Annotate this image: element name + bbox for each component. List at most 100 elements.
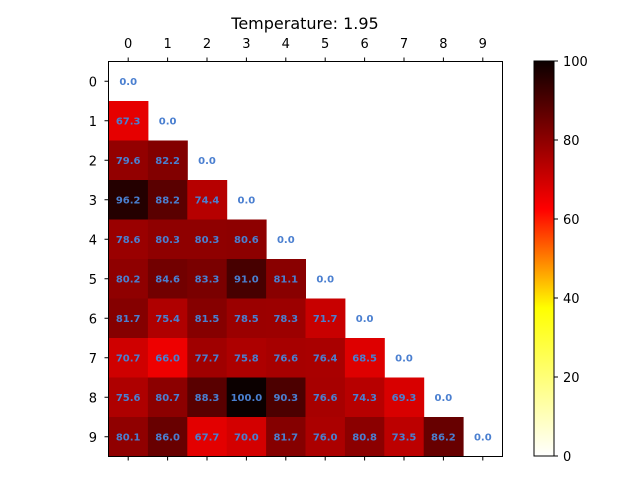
x-tick-label: 9	[479, 37, 487, 52]
x-tick-label: 4	[282, 37, 290, 52]
y-tick-label: 5	[89, 273, 97, 288]
plot-frame	[108, 61, 503, 457]
x-tick-label: 1	[163, 37, 171, 52]
cell-value-label: 71.7	[313, 314, 338, 325]
cell-value-label: 0.0	[198, 156, 216, 167]
cell-value-label: 81.7	[116, 314, 141, 325]
colorbar-tick-label: 60	[563, 213, 580, 228]
x-tick-label: 0	[124, 37, 132, 52]
cell-value-label: 80.3	[195, 235, 220, 246]
cell-value-label: 78.5	[234, 314, 259, 325]
cell-value-label: 70.7	[116, 353, 141, 364]
cell-value-label: 100.0	[231, 393, 263, 404]
heatmap-cell	[226, 417, 267, 457]
cell-value-label: 69.3	[392, 393, 417, 404]
cell-value-label: 76.4	[313, 353, 338, 364]
heatmap-cell	[226, 219, 267, 260]
heatmap-cell	[147, 259, 188, 299]
heatmap-cell	[108, 377, 149, 418]
y-tick-label: 3	[89, 194, 97, 209]
cell-value-label: 76.0	[313, 432, 338, 443]
heatmap-cell	[108, 101, 149, 141]
heatmap-cell	[108, 338, 149, 378]
heatmap-cell	[305, 298, 346, 339]
y-tick-label: 6	[89, 312, 97, 327]
cell-value-label: 80.2	[116, 274, 141, 285]
cell-value-label: 75.8	[234, 353, 259, 364]
heatmap-cell	[344, 338, 385, 378]
cell-value-label: 96.2	[116, 195, 141, 206]
heatmap-cell	[344, 377, 385, 418]
cell-value-label: 70.0	[234, 432, 259, 443]
cell-value-label: 90.3	[273, 393, 298, 404]
cell-value-label: 66.0	[155, 353, 180, 364]
heatmap-cell	[147, 377, 188, 418]
heatmap-cell	[266, 259, 306, 299]
heatmap-cell	[266, 338, 306, 378]
colorbar-tick-label: 0	[563, 450, 571, 465]
cell-value-label: 83.3	[195, 274, 220, 285]
heatmap-cell	[147, 298, 188, 339]
cell-value-label: 76.6	[273, 353, 298, 364]
heatmap-cell	[108, 417, 149, 457]
cell-value-label: 77.7	[195, 353, 220, 364]
colorbar-tick-label: 40	[563, 292, 580, 307]
x-tick-label: 7	[400, 37, 408, 52]
cell-value-label: 82.2	[155, 156, 180, 167]
x-tick-label: 5	[321, 37, 329, 52]
heatmap-cell	[147, 140, 188, 181]
heatmap-cell	[108, 259, 149, 299]
x-tick-label: 3	[242, 37, 250, 52]
cell-value-label: 91.0	[234, 274, 259, 285]
heatmap-cell	[187, 377, 228, 418]
colorbar-gradient	[533, 60, 555, 457]
x-axis-ticks: 0 1 2 3 4 5 6 7 8 9	[124, 37, 487, 461]
cell-value-label: 0.0	[277, 235, 295, 246]
cell-value-label: 88.2	[155, 195, 180, 206]
heatmap-cell	[226, 298, 267, 339]
colorbar-tick-label: 80	[563, 134, 580, 149]
cell-value-label: 80.3	[155, 235, 180, 246]
heatmap-cell	[108, 180, 149, 220]
y-tick-label: 4	[89, 233, 97, 248]
cell-value-label: 0.0	[159, 116, 177, 127]
cell-value-label: 74.4	[195, 195, 220, 206]
heatmap-cell	[147, 219, 188, 260]
heatmap-cell	[147, 338, 188, 378]
cell-value-label: 80.6	[234, 235, 259, 246]
cell-value-label: 0.0	[316, 274, 334, 285]
heatmap-cell	[305, 417, 346, 457]
x-tick-label: 8	[439, 37, 447, 52]
cell-value-label: 84.6	[155, 274, 180, 285]
cell-value-label: 80.1	[116, 432, 141, 443]
cell-value-label: 86.0	[155, 432, 180, 443]
y-axis-ticks: 0 1 2 3 4 5 6 7 8 9	[89, 75, 109, 446]
heatmap-cell	[344, 417, 385, 457]
cell-value-label: 81.5	[195, 314, 220, 325]
cell-value-label: 76.6	[313, 393, 338, 404]
heatmap-cell	[266, 377, 306, 418]
heatmap-cell	[187, 298, 228, 339]
x-tick-label: 2	[203, 37, 211, 52]
cell-value-label: 0.0	[474, 432, 492, 443]
heatmap-cell	[108, 219, 149, 260]
heatmap-cell	[187, 417, 228, 457]
heatmap-cell	[305, 377, 346, 418]
chart-title: Temperature: 1.95	[230, 14, 378, 33]
cell-value-label: 73.5	[392, 432, 417, 443]
heatmap-cell	[187, 219, 228, 260]
cell-value-label: 80.7	[155, 393, 180, 404]
heatmap-cells	[108, 101, 464, 457]
cell-value-label: 0.0	[395, 353, 413, 364]
cell-value-label: 0.0	[238, 195, 256, 206]
heatmap-cell	[147, 180, 188, 220]
cell-value-label: 86.2	[431, 432, 456, 443]
cell-value-label: 75.6	[116, 393, 141, 404]
y-tick-label: 8	[89, 391, 97, 406]
heatmap-cell	[266, 417, 306, 457]
heatmap-cell	[187, 180, 228, 220]
cell-value-label: 67.3	[116, 116, 141, 127]
heatmap-cell	[187, 338, 228, 378]
colorbar-tick-label: 100	[563, 55, 588, 70]
